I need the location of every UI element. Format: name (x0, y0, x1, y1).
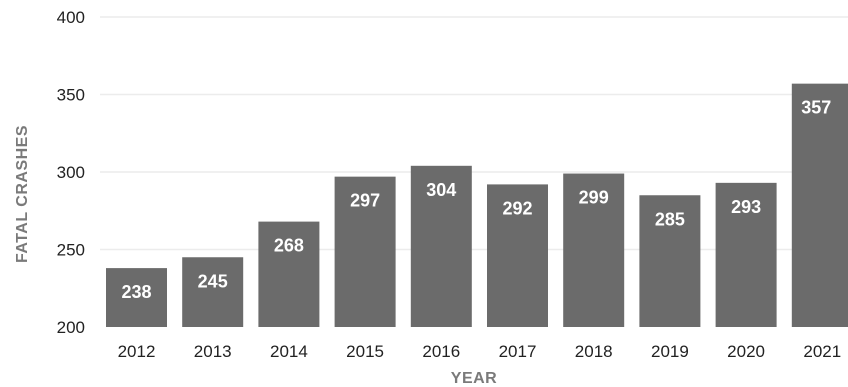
y-tick-label: 350 (57, 86, 85, 105)
data-label-2018: 299 (579, 188, 609, 208)
data-label-2015: 297 (350, 191, 380, 211)
x-tick-label-2012: 2012 (118, 342, 156, 361)
data-label-2013: 245 (198, 271, 228, 291)
x-axis-title: YEAR (451, 370, 497, 387)
x-tick-label-2015: 2015 (346, 342, 384, 361)
bar-2019 (639, 195, 701, 327)
y-axis-ticks: 200 250 300 350 400 (57, 8, 85, 337)
bar-2018 (563, 173, 625, 327)
x-tick-label-2013: 2013 (194, 342, 232, 361)
bar-2014 (258, 221, 320, 327)
data-label-2016: 304 (426, 180, 456, 200)
y-tick-label: 400 (57, 8, 85, 27)
data-label-2014: 268 (274, 236, 304, 256)
x-tick-label-2018: 2018 (575, 342, 613, 361)
bars (106, 83, 848, 328)
x-tick-label-2016: 2016 (422, 342, 460, 361)
x-tick-label-2014: 2014 (270, 342, 308, 361)
bar-2013 (182, 257, 244, 327)
data-label-2017: 292 (502, 198, 532, 218)
y-tick-label: 300 (57, 163, 85, 182)
bar-2021 (791, 83, 848, 328)
bar-2017 (487, 184, 548, 327)
y-axis-title: FATAL CRASHES (14, 125, 31, 263)
x-axis-ticks: 2012 2013 2014 2015 2016 2017 2018 2019 2020 2021 (118, 342, 842, 361)
x-tick-label-2021: 2021 (803, 342, 841, 361)
data-label-2020: 293 (731, 197, 761, 217)
data-label-2021: 357 (801, 98, 831, 118)
bar-2015 (334, 176, 396, 327)
y-tick-label: 250 (57, 241, 85, 260)
data-label-2019: 285 (655, 209, 685, 229)
bar-2016 (410, 165, 472, 327)
bar-2012 (106, 268, 167, 327)
x-tick-label-2020: 2020 (727, 342, 765, 361)
y-tick-label: 200 (57, 318, 85, 337)
bar-2020 (715, 182, 777, 327)
x-tick-label-2017: 2017 (499, 342, 537, 361)
data-labels: 238 245 268 297 304 292 299 285 293 357 (121, 98, 831, 302)
data-label-2012: 238 (121, 282, 151, 302)
x-tick-label-2019: 2019 (651, 342, 689, 361)
